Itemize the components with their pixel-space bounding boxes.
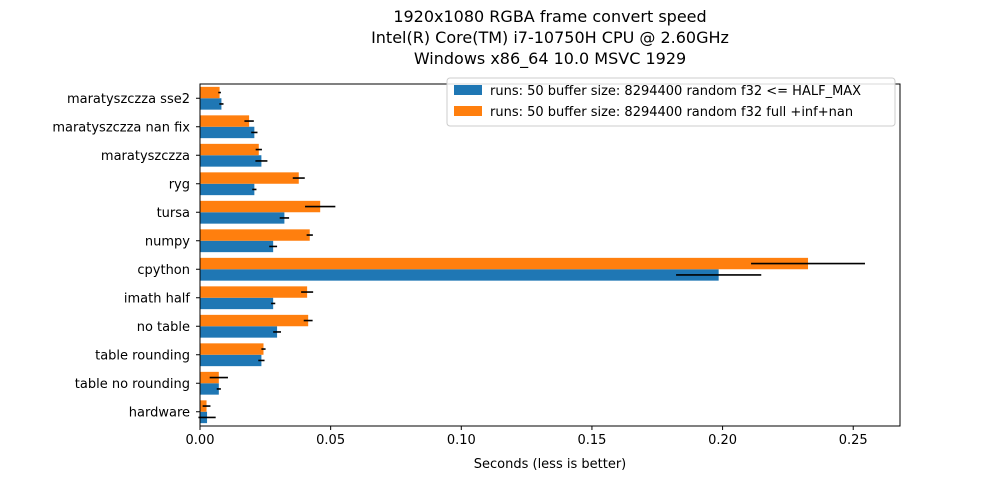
y-tick-label-2: table rounding (95, 348, 190, 363)
y-ticks: hardware table no rounding table rounding n… (52, 92, 200, 420)
errorbars-layer (198, 91, 865, 419)
y-tick-label-10: maratyszczza nan fix (52, 120, 190, 135)
bar-halfmax-1 (200, 383, 219, 395)
title-line-3: Windows x86_64 10.0 MSVC 1929 (414, 49, 686, 69)
title-line-1: 1920x1080 RGBA frame convert speed (393, 7, 706, 26)
y-tick-label-8: ryg (169, 177, 190, 192)
bar-full-3 (200, 314, 309, 327)
y-tick-label-3: no table (137, 320, 190, 335)
x-tick-label-2: 0.10 (447, 433, 476, 448)
y-tick-label-11: maratyszczza sse2 (67, 92, 190, 107)
y-tick-label-6: numpy (145, 234, 190, 249)
legend-swatch-0 (454, 85, 482, 95)
bars-layer (200, 86, 809, 424)
legend-box (446, 77, 896, 127)
bar-full-4 (200, 286, 308, 298)
bar-full-8 (200, 172, 299, 184)
x-axis-label: Seconds (less is better) (474, 457, 626, 472)
bar-halfmax-6 (200, 240, 274, 253)
chart-title: 1920x1080 RGBA frame convert speed Intel(… (371, 7, 729, 69)
legend-label-0: runs: 50 buffer size: 8294400 random f32… (490, 84, 861, 99)
bar-full-1 (200, 371, 219, 384)
bar-halfmax-4 (200, 297, 274, 310)
bar-halfmax-9 (200, 155, 262, 167)
x-tick-label-4: 0.20 (708, 433, 737, 448)
y-tick-label-0: hardware (129, 405, 190, 420)
legend: runs: 50 buffer size: 8294400 random f32… (446, 77, 896, 127)
bar-full-7 (200, 200, 321, 213)
bar-halfmax-5 (200, 269, 719, 281)
x-tick-label-1: 0.05 (316, 433, 345, 448)
bar-full-11 (200, 86, 220, 99)
legend-label-1: runs: 50 buffer size: 8294400 random f32… (490, 105, 853, 120)
x-tick-label-5: 0.25 (839, 433, 868, 448)
x-ticks: 0.00 0.05 0.10 0.15 0.20 0.25 (186, 426, 868, 448)
bar-halfmax-3 (200, 326, 278, 338)
bar-halfmax-10 (200, 126, 255, 139)
bar-halfmax-11 (200, 98, 222, 110)
y-tick-label-9: maratyszczza (101, 149, 190, 164)
bar-full-6 (200, 229, 310, 241)
plot-frame (199, 83, 901, 427)
axes-layer (199, 83, 901, 427)
bar-halfmax-2 (200, 354, 262, 367)
bar-full-2 (200, 343, 264, 355)
y-tick-label-7: tursa (157, 206, 190, 221)
y-tick-label-4: imath half (124, 291, 191, 306)
bar-full-9 (200, 143, 259, 156)
bar-full-10 (200, 115, 250, 127)
title-line-2: Intel(R) Core(TM) i7-10750H CPU @ 2.60GH… (371, 28, 729, 47)
bar-halfmax-8 (200, 183, 255, 196)
x-tick-label-0: 0.00 (186, 433, 215, 448)
x-tick-label-3: 0.15 (577, 433, 606, 448)
y-tick-label-5: cpython (137, 263, 190, 278)
bar-full-5 (200, 257, 809, 270)
y-tick-label-1: table no rounding (75, 377, 190, 392)
legend-swatch-1 (454, 106, 482, 116)
bar-halfmax-7 (200, 212, 285, 224)
